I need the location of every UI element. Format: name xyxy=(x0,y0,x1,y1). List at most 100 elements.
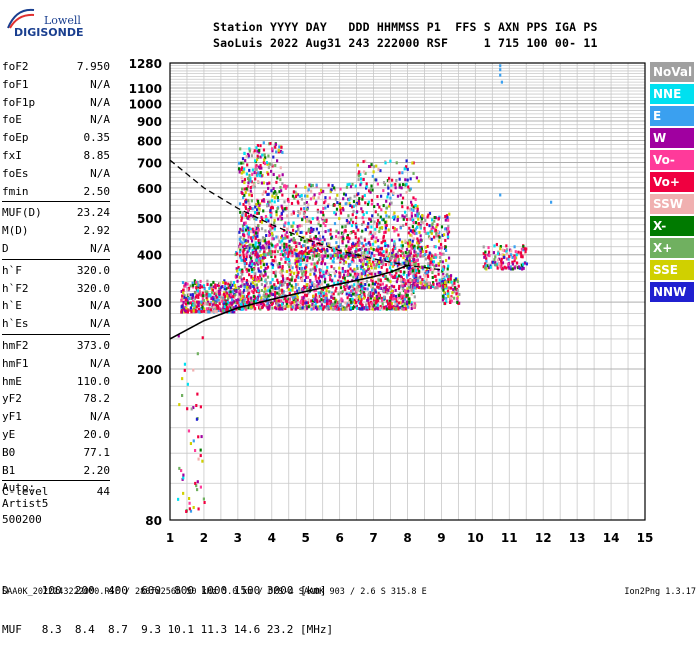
echo-point xyxy=(370,236,373,240)
echo-point xyxy=(258,259,261,263)
echo-point xyxy=(384,258,387,262)
echo-point xyxy=(357,174,360,178)
echo-point xyxy=(348,252,351,256)
echo-point xyxy=(350,294,353,298)
echo-point xyxy=(203,500,206,504)
echo-point xyxy=(197,435,200,439)
echo-point xyxy=(370,262,373,266)
echo-point xyxy=(347,214,350,218)
echo-point xyxy=(270,215,273,219)
echo-point xyxy=(419,225,422,229)
echo-point xyxy=(328,299,331,303)
echo-point xyxy=(386,299,389,303)
echo-point xyxy=(300,277,303,281)
echo-point xyxy=(206,291,209,295)
echo-point xyxy=(250,199,253,203)
echo-point xyxy=(521,267,524,271)
echo-point xyxy=(263,162,267,166)
echo-point xyxy=(239,306,242,310)
echo-point xyxy=(370,300,373,304)
echo-point xyxy=(184,282,187,286)
echo-point xyxy=(205,307,209,311)
echo-point xyxy=(363,238,367,242)
echo-point xyxy=(358,170,361,174)
echo-point xyxy=(312,240,315,244)
echo-point xyxy=(524,252,527,256)
echo-point xyxy=(353,287,356,291)
parameter-row: foF1 N/A xyxy=(2,76,110,94)
echo-point xyxy=(348,285,351,289)
echo-point xyxy=(362,220,365,224)
echo-point xyxy=(440,246,443,250)
echo-point xyxy=(366,260,369,264)
parameter-separator xyxy=(2,333,110,337)
echo-point xyxy=(258,243,261,247)
echo-point xyxy=(500,261,503,265)
echo-point xyxy=(245,278,248,282)
echo-point xyxy=(298,289,301,293)
echo-point xyxy=(342,257,345,261)
echo-point xyxy=(180,298,183,302)
echo-point xyxy=(334,250,337,254)
echo-point xyxy=(240,278,243,282)
echo-point xyxy=(395,275,399,279)
echo-point xyxy=(180,290,183,294)
echo-point xyxy=(333,188,337,192)
echo-point xyxy=(335,241,338,245)
echo-point xyxy=(354,235,357,239)
echo-point xyxy=(315,254,318,258)
echo-point xyxy=(382,234,386,238)
echo-point xyxy=(308,256,311,260)
echo-point xyxy=(343,230,346,234)
echo-point xyxy=(408,207,411,211)
echo-point xyxy=(310,262,313,266)
echo-point xyxy=(400,201,404,205)
echo-point xyxy=(374,232,377,236)
parameter-value: 320.0 xyxy=(76,281,110,295)
echo-point xyxy=(256,234,259,238)
echo-point xyxy=(505,248,509,252)
echo-point xyxy=(246,270,249,274)
echo-point xyxy=(416,214,419,218)
echo-point xyxy=(301,306,304,310)
echo-point xyxy=(208,306,211,310)
echo-point xyxy=(271,233,274,237)
echo-point xyxy=(501,253,504,257)
echo-point xyxy=(362,268,365,272)
echo-point xyxy=(446,275,449,279)
echo-point xyxy=(266,301,269,305)
echo-point xyxy=(446,235,450,239)
echo-point xyxy=(296,306,299,310)
echo-point xyxy=(215,303,218,307)
legend-item-xminus: X- xyxy=(650,216,694,236)
echo-point xyxy=(486,264,489,268)
echo-point xyxy=(403,210,407,214)
echo-point xyxy=(379,270,382,274)
echo-point xyxy=(370,288,374,292)
echo-point xyxy=(287,200,290,204)
echo-point xyxy=(406,265,409,269)
echo-point xyxy=(276,196,279,200)
echo-point xyxy=(386,291,389,295)
echo-point xyxy=(243,259,247,263)
echo-point xyxy=(227,282,230,286)
echo-point xyxy=(280,189,283,193)
echo-point xyxy=(331,248,334,252)
echo-point xyxy=(208,310,211,314)
echo-point xyxy=(248,193,251,197)
echo-point xyxy=(275,307,278,311)
echo-point xyxy=(406,241,410,245)
echo-point xyxy=(414,206,417,210)
echo-point xyxy=(339,250,342,254)
echo-point xyxy=(244,221,247,225)
echo-point xyxy=(341,225,344,229)
echo-point xyxy=(261,192,264,196)
echo-point xyxy=(277,292,281,296)
x-tick-label: 8 xyxy=(403,531,411,545)
echo-point xyxy=(400,295,403,299)
echo-point xyxy=(434,253,437,257)
echo-point xyxy=(322,294,325,298)
footer-version: Ion2Png 1.3.17 xyxy=(624,587,696,597)
echo-point xyxy=(402,256,405,260)
echo-point xyxy=(207,294,210,298)
